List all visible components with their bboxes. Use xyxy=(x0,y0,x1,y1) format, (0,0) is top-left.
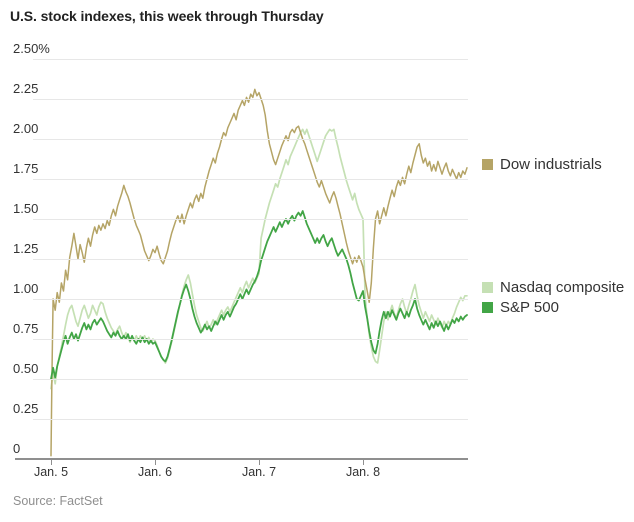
x-axis-tick-label: Jan. 6 xyxy=(137,465,173,479)
y-axis-tick-label: 1.25 xyxy=(13,241,39,256)
y-axis-tick-label: 2.50% xyxy=(13,41,50,56)
x-axis-line xyxy=(15,458,468,460)
x-axis-tick-label: Jan. 8 xyxy=(345,465,381,479)
sp500-swatch-icon xyxy=(482,301,493,313)
gridline xyxy=(33,179,468,180)
x-axis-tick-label: Jan. 5 xyxy=(33,465,69,479)
legend-item-sp500: S&P 500 xyxy=(482,298,559,316)
gridline xyxy=(33,99,468,100)
y-axis-tick-label: 1.50 xyxy=(13,201,39,216)
y-axis-tick-label: 2.25 xyxy=(13,81,39,96)
y-axis-tick-label: 2.00 xyxy=(13,121,39,136)
legend-label-sp500: S&P 500 xyxy=(500,298,559,316)
gridline xyxy=(33,419,468,420)
y-axis-tick-label: 0.25 xyxy=(13,401,39,416)
gridline xyxy=(33,339,468,340)
x-axis-tick-label: Jan. 7 xyxy=(241,465,277,479)
legend-item-nasdaq-composite: Nasdaq composite xyxy=(482,278,625,296)
legend-label-nasdaq: Nasdaq composite xyxy=(500,278,625,296)
chart-title: U.S. stock indexes, this week through Th… xyxy=(10,8,324,24)
series-line-s-p-500 xyxy=(50,210,468,380)
x-axis-tick xyxy=(154,460,156,465)
x-axis-tick xyxy=(258,460,260,465)
dow-swatch-icon xyxy=(482,158,493,170)
gridline xyxy=(33,139,468,140)
gridline xyxy=(33,299,468,300)
y-axis-tick-label: 0.50 xyxy=(13,361,39,376)
gridline xyxy=(33,259,468,260)
x-axis-tick xyxy=(362,460,364,465)
gridline xyxy=(33,379,468,380)
legend-item-dow-industrials: Dow industrials xyxy=(482,155,602,173)
y-axis-tick-label: 1.75 xyxy=(13,161,39,176)
series-line-dow-industrials xyxy=(50,88,468,457)
source-note: Source: FactSet xyxy=(13,494,103,508)
gridline xyxy=(33,219,468,220)
y-axis-tick-label: 0.75 xyxy=(13,321,39,336)
nasdaq-swatch-icon xyxy=(482,281,493,293)
y-axis-tick-label: 1.00 xyxy=(13,281,39,296)
y-axis-tick-label: 0 xyxy=(13,441,21,456)
gridline xyxy=(33,59,468,60)
legend-label-dow: Dow industrials xyxy=(500,155,602,173)
x-axis-tick xyxy=(50,460,52,465)
